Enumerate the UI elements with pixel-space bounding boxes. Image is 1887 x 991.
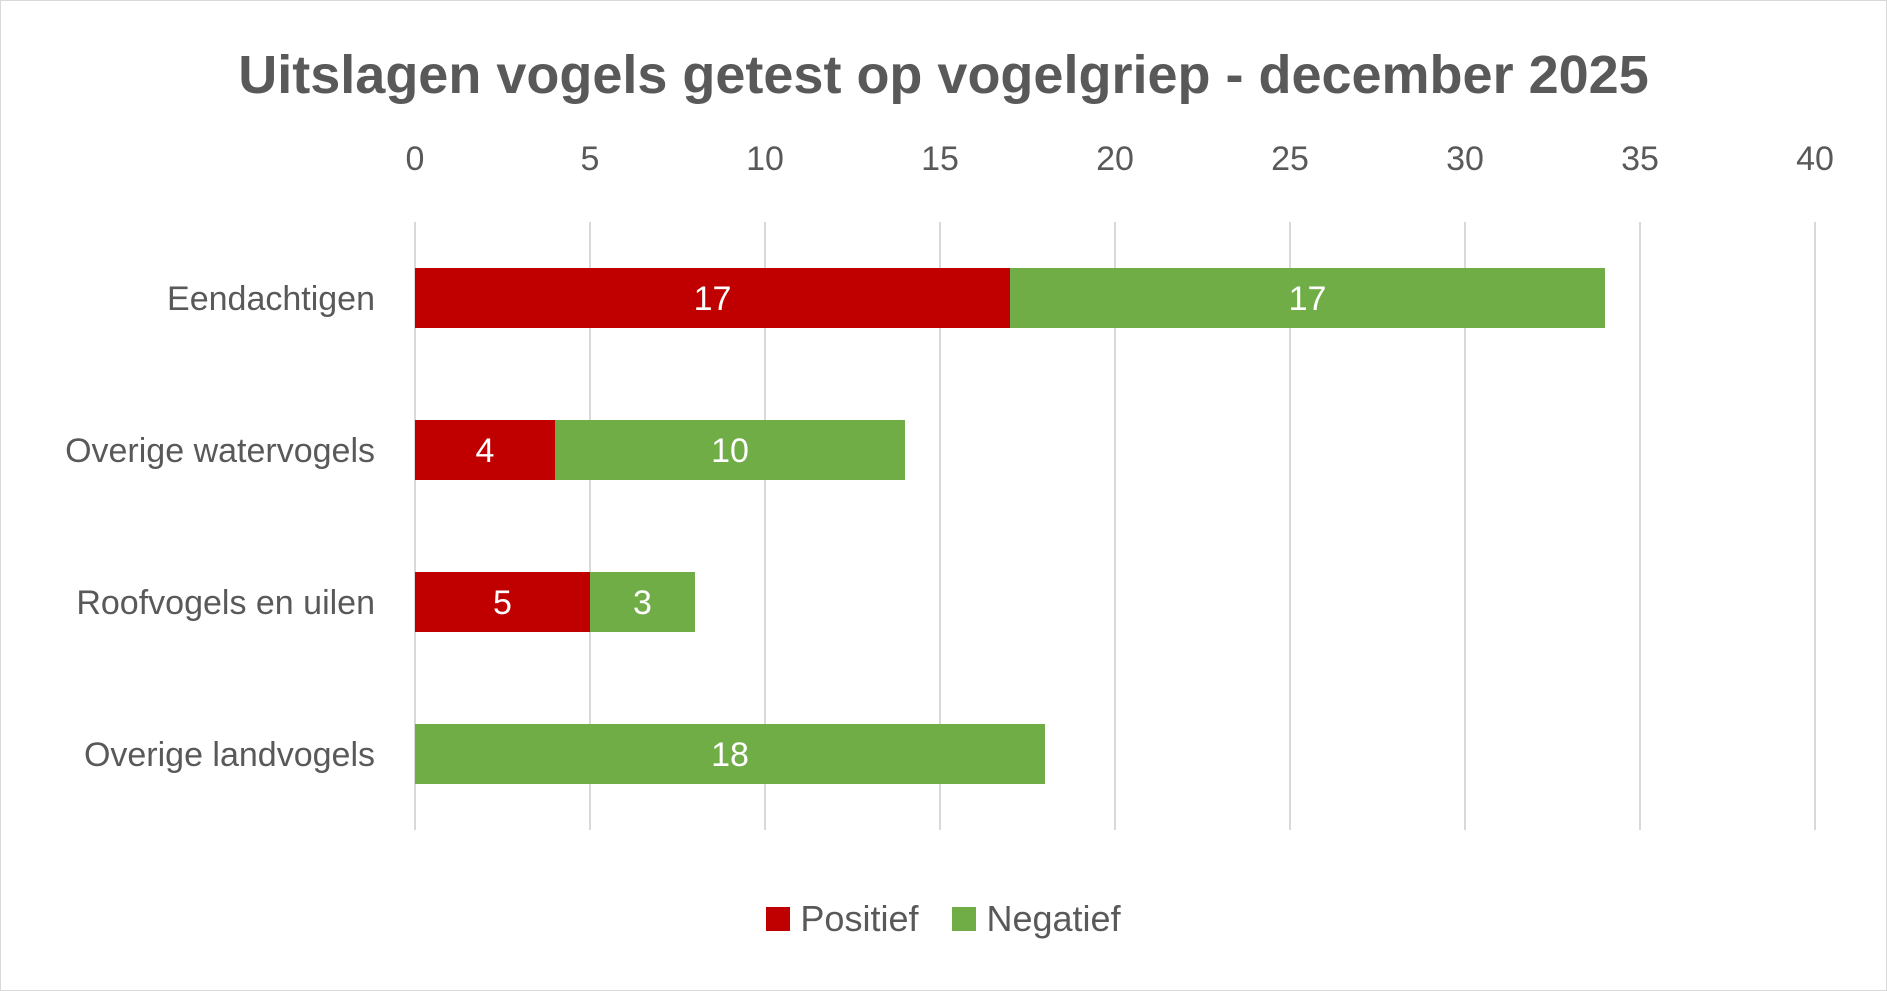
legend-item-negatief: Negatief: [952, 898, 1121, 940]
bar-negatief: [1010, 268, 1605, 328]
x-tick-label: 25: [1271, 140, 1309, 178]
x-tick-label: 15: [921, 140, 959, 178]
data-label: 10: [711, 432, 749, 470]
bar-positief: [415, 420, 555, 480]
x-tick-label: 35: [1621, 140, 1659, 178]
bars: [415, 268, 1605, 784]
bar-negatief: [415, 724, 1045, 784]
category-labels: Eendachtigen Overige watervogels Roofvogel…: [65, 280, 375, 774]
data-label: 3: [633, 584, 652, 622]
category-label: Eendachtigen: [167, 280, 375, 318]
legend-label: Negatief: [986, 898, 1121, 939]
category-label: Overige landvogels: [84, 736, 375, 774]
data-label: 5: [493, 584, 512, 622]
x-tick-label: 40: [1796, 140, 1834, 178]
category-label: Overige watervogels: [65, 432, 375, 470]
data-label: 18: [711, 736, 749, 774]
legend-item-positief: Positief: [766, 898, 918, 940]
x-tick-label: 5: [581, 140, 600, 178]
legend-label: Positief: [800, 898, 919, 939]
x-axis-ticks: 0 5 10 15 20 25 30 35 40: [406, 140, 1834, 178]
x-tick-label: 30: [1446, 140, 1484, 178]
legend-swatch: [766, 907, 791, 931]
legend-swatch: [952, 907, 977, 931]
data-label: 17: [694, 280, 732, 318]
bar-positief: [415, 268, 1010, 328]
x-tick-label: 0: [406, 140, 425, 178]
category-label: Roofvogels en uilen: [76, 584, 375, 622]
x-tick-label: 20: [1096, 140, 1134, 178]
x-tick-label: 10: [746, 140, 784, 178]
data-label: 4: [476, 432, 495, 470]
chart-title: Uitslagen vogels getest op vogelgriep - …: [238, 45, 1649, 105]
bar-negatief: [590, 572, 695, 632]
bar-negatief: [555, 420, 905, 480]
data-labels: 17 17 4 10 5 3 18: [476, 280, 1327, 774]
bar-positief: [415, 572, 590, 632]
legend: Positief Negatief: [0, 898, 1887, 940]
data-label: 17: [1289, 280, 1327, 318]
